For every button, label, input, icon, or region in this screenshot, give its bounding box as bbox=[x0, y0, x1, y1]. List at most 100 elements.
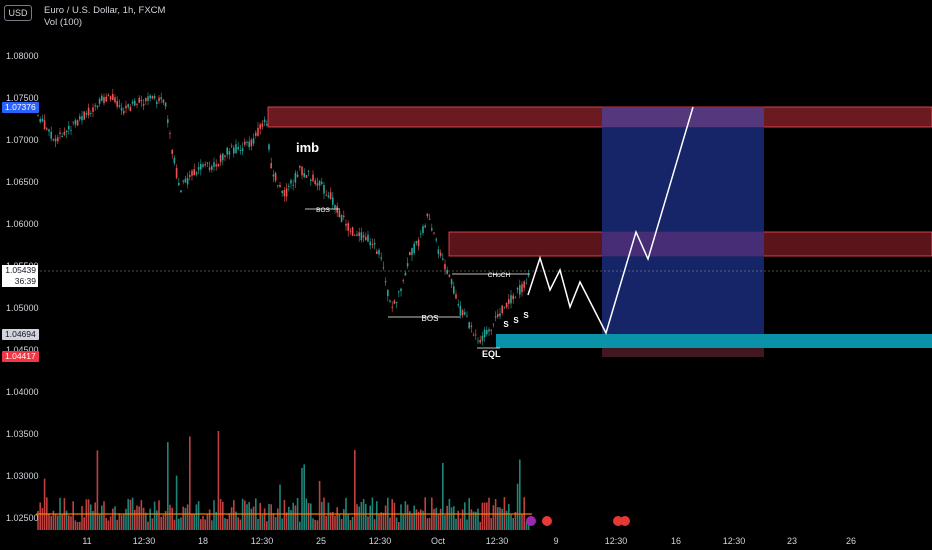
volume-bar bbox=[329, 512, 332, 530]
candle-body bbox=[292, 184, 294, 186]
candle-body bbox=[450, 279, 453, 285]
candle-body bbox=[505, 302, 508, 308]
candle-body bbox=[213, 162, 215, 167]
candle-body bbox=[226, 147, 228, 155]
event-icons[interactable] bbox=[526, 516, 630, 526]
candle-body bbox=[285, 188, 288, 197]
volume-bar bbox=[461, 509, 464, 530]
volume-bar bbox=[193, 514, 195, 530]
candle-body bbox=[413, 243, 415, 254]
candle-body bbox=[116, 101, 118, 107]
volume-bar bbox=[261, 515, 264, 530]
candle-body bbox=[523, 281, 525, 288]
candle-body bbox=[329, 192, 332, 199]
candle-body bbox=[494, 316, 497, 318]
volume-bar bbox=[39, 502, 41, 530]
candle-body bbox=[351, 227, 354, 236]
candle-body bbox=[263, 119, 266, 123]
candle-body bbox=[215, 164, 217, 167]
candle-body bbox=[129, 106, 132, 111]
candle-body bbox=[127, 104, 129, 108]
volume-bar bbox=[349, 520, 352, 530]
candle-body bbox=[202, 164, 204, 167]
price-label: 1.04500 bbox=[6, 345, 39, 355]
candle-body bbox=[369, 241, 371, 246]
volume-bar bbox=[338, 513, 341, 530]
volume-bar bbox=[446, 505, 448, 530]
volume-bar bbox=[514, 511, 517, 530]
candle-body bbox=[125, 105, 127, 109]
candle-body bbox=[272, 174, 275, 177]
symbol-title[interactable]: Euro / U.S. Dollar, 1h, FXCM bbox=[44, 5, 166, 16]
volume-bar bbox=[481, 502, 484, 530]
candle-body bbox=[76, 120, 79, 126]
candle-body bbox=[446, 269, 448, 274]
candle-body bbox=[235, 144, 237, 154]
volume-bar bbox=[112, 508, 114, 530]
candle-body bbox=[138, 97, 140, 103]
candle-body bbox=[327, 195, 330, 198]
price-label: 1.08000 bbox=[6, 51, 39, 61]
candle-body bbox=[228, 151, 231, 155]
candle-body bbox=[43, 120, 46, 130]
volume-bar bbox=[340, 519, 343, 530]
time-label: 11 bbox=[82, 536, 92, 546]
candle-body bbox=[299, 166, 301, 168]
volume-bar bbox=[268, 503, 270, 530]
candle-body bbox=[173, 157, 176, 164]
volume-bar bbox=[413, 505, 415, 530]
volume-bar bbox=[224, 517, 226, 530]
volume-bar bbox=[48, 513, 50, 530]
volume-bar bbox=[151, 518, 154, 530]
candle-body bbox=[499, 313, 501, 317]
volume-bar bbox=[343, 509, 345, 530]
candle-body bbox=[59, 132, 61, 134]
volume-bar bbox=[263, 508, 266, 530]
volume-bar bbox=[501, 508, 503, 530]
s-mark: S bbox=[513, 316, 519, 325]
volume-bar bbox=[475, 511, 477, 530]
volume-bar bbox=[422, 510, 424, 530]
volume-bar bbox=[347, 513, 349, 530]
candle-body bbox=[382, 267, 385, 269]
price-label: 1.07500 bbox=[6, 93, 39, 103]
volume-bar bbox=[417, 511, 420, 530]
volume-bar bbox=[68, 515, 70, 530]
volume-bar bbox=[160, 516, 162, 530]
candle-body bbox=[283, 190, 286, 197]
candle-body bbox=[246, 142, 248, 143]
volume-bar bbox=[57, 515, 59, 530]
volume-bar bbox=[125, 508, 127, 530]
volume-bar bbox=[497, 507, 499, 530]
volume-bar bbox=[321, 501, 323, 530]
candle-body bbox=[191, 170, 193, 176]
volume-bar bbox=[81, 506, 83, 530]
volume-bar bbox=[472, 511, 475, 530]
candle-body bbox=[74, 120, 77, 125]
candle-body bbox=[464, 312, 466, 315]
volume-legend[interactable]: Vol (100) bbox=[44, 17, 83, 28]
volume-bar bbox=[103, 501, 105, 530]
price-tag-grey: 1.04694 bbox=[2, 329, 39, 340]
volume-bar bbox=[455, 518, 457, 530]
candle-body bbox=[318, 180, 321, 186]
volume-bar bbox=[54, 513, 57, 530]
currency-button[interactable]: USD bbox=[4, 5, 32, 21]
supply-zone-upper bbox=[267, 106, 932, 128]
volume-bar bbox=[182, 506, 184, 530]
candle-body bbox=[409, 251, 411, 256]
candle-body bbox=[437, 249, 440, 254]
candle-body bbox=[123, 110, 125, 114]
candle-body bbox=[131, 101, 134, 104]
candle-body bbox=[261, 123, 264, 127]
candle-body bbox=[195, 172, 198, 175]
volume-bar bbox=[415, 509, 418, 530]
volume-bar bbox=[450, 507, 453, 530]
candle-body bbox=[281, 190, 283, 193]
volume-bar bbox=[519, 459, 521, 530]
candle-body bbox=[52, 139, 55, 141]
volume-bar bbox=[72, 501, 74, 530]
candle-body bbox=[514, 297, 517, 299]
candle-body bbox=[354, 234, 356, 236]
